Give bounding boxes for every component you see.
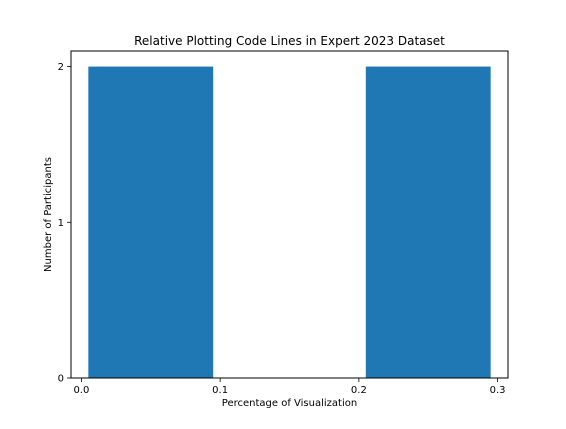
ticks-layer: 0.0 0.1 0.2 0.3 0 1 2 (58, 62, 506, 396)
plot-frame (70, 50, 509, 379)
x-tick-label-2: 0.1 (212, 385, 228, 396)
y-tick-label-3: 2 (58, 62, 64, 73)
x-tick-label-1: 0.0 (73, 385, 89, 396)
y-tick-label-2: 1 (58, 218, 64, 229)
chart-title: Relative Plotting Code Lines in Expert 2… (134, 34, 445, 48)
bars-layer (88, 66, 491, 379)
x-tick-label-4: 0.3 (490, 385, 506, 396)
histogram-bar-1 (88, 66, 214, 379)
histogram-bar-3 (365, 66, 491, 379)
x-axis-label: Percentage of Visualization (222, 398, 357, 409)
y-axis-label: Number of Participants (43, 157, 54, 272)
y-tick-label-1: 0 (58, 374, 64, 385)
x-tick-label-3: 0.2 (351, 385, 367, 396)
